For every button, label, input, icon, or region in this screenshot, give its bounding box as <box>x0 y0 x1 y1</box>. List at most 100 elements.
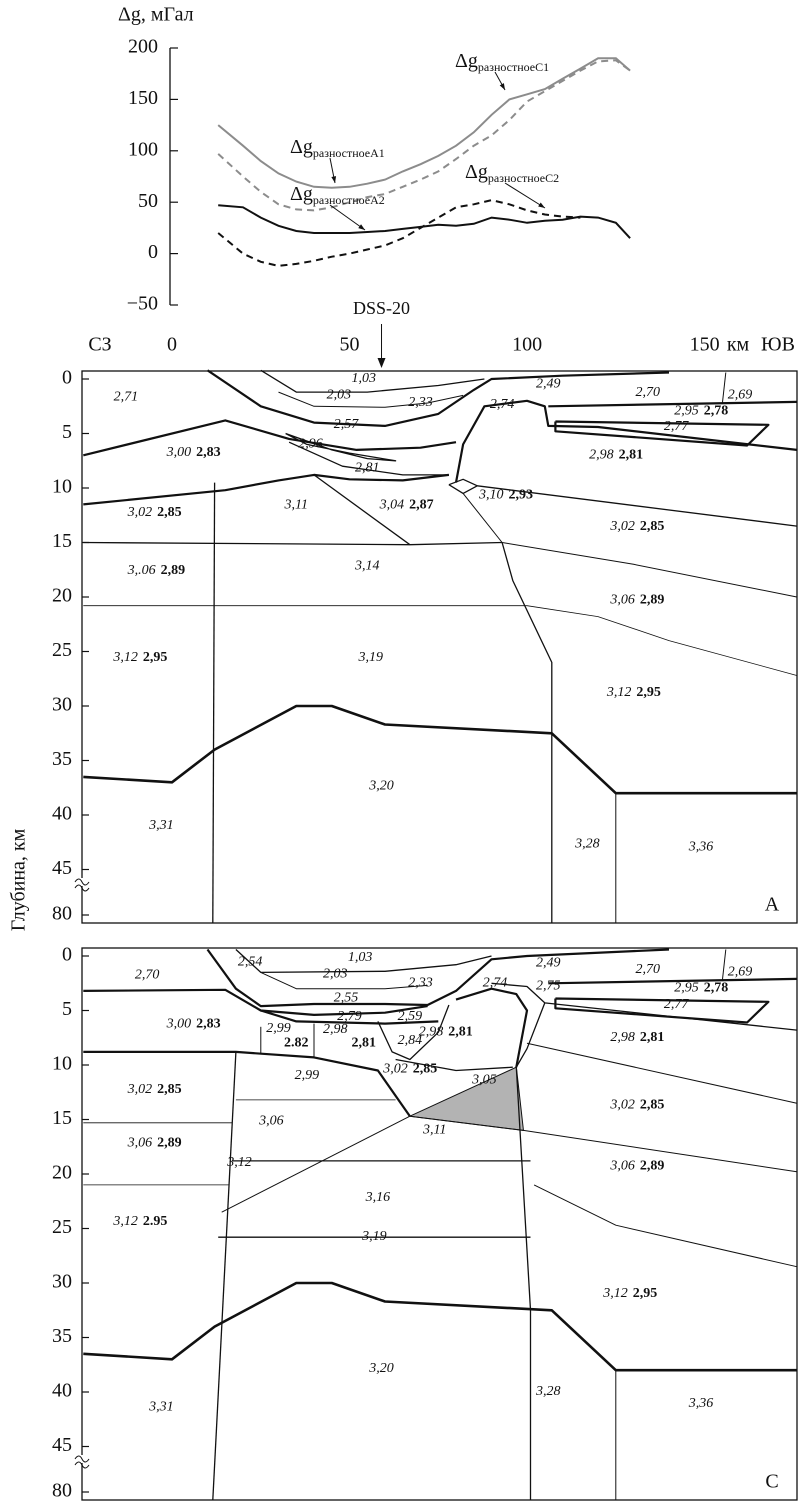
density-label: 2,99 <box>295 1068 320 1083</box>
depth-tick-label: 25 <box>52 1216 72 1238</box>
density-label: 3,062,89 <box>609 1159 664 1174</box>
density-value: 2,54 <box>238 955 263 970</box>
depth-axis-title: Глубина, км <box>8 828 30 931</box>
density-value: 3,12 <box>112 1214 137 1229</box>
density-value: 3,20 <box>368 1361 394 1376</box>
density-value: 3,36 <box>688 840 714 855</box>
density-value: 2,98 <box>323 1022 348 1037</box>
density-value: 2,99 <box>295 1068 320 1083</box>
density-label: 3,.062,89 <box>127 563 186 578</box>
boundary <box>502 543 797 598</box>
depth-tick-label: 0 <box>62 367 72 389</box>
density-value: 2,77 <box>664 997 690 1012</box>
density-bold: 2,89 <box>640 592 665 607</box>
boundary <box>555 999 768 1023</box>
density-value: 3,19 <box>358 650 384 665</box>
density-value: 3,14 <box>354 559 380 574</box>
density-label: 2,71 <box>114 390 139 405</box>
density-value: 2,71 <box>114 390 139 405</box>
density-label: 3,11 <box>422 1123 446 1138</box>
series-line <box>218 205 630 238</box>
density-label: 2,03 <box>327 388 352 403</box>
density-bold: 2,89 <box>161 563 186 578</box>
density-value: 2,96 <box>298 437 323 452</box>
y-tick-label: 200 <box>128 36 158 58</box>
depth-tick-label: 40 <box>52 803 72 825</box>
depth-tick-label: 45 <box>52 857 72 879</box>
annotation: DSS-20 <box>353 298 410 318</box>
density-bold: 2,85 <box>640 1098 665 1113</box>
density-label: 3,28 <box>574 837 600 852</box>
density-value: 3,12 <box>112 650 137 665</box>
density-label: 3,36 <box>688 1396 714 1411</box>
density-value: 2,03 <box>323 967 348 982</box>
density-value: 2,95 <box>674 404 699 419</box>
depth-tick-label: 30 <box>52 694 72 716</box>
density-label: 2,49 <box>536 956 561 971</box>
density-label: 2,49 <box>536 377 561 392</box>
density-value: 3,19 <box>361 1229 387 1244</box>
density-value: 2,49 <box>536 956 561 971</box>
density-label: 2,952,78 <box>674 981 728 996</box>
density-label: 3,20 <box>368 779 394 794</box>
depth-tick-label: 15 <box>52 530 72 552</box>
density-value: 3,12 <box>602 1286 628 1301</box>
density-bold: 2,81 <box>619 448 644 463</box>
density-value: 3,05 <box>471 1072 497 1087</box>
density-label: 2,03 <box>323 967 348 982</box>
density-value: 3,36 <box>688 1396 714 1411</box>
density-bold: 2,89 <box>640 1159 665 1174</box>
arrow-head <box>378 358 386 368</box>
boundary <box>213 1052 236 1500</box>
arrow-head <box>500 83 505 90</box>
x-unit: км <box>727 334 750 356</box>
depth-tick-label: 45 <box>52 1434 72 1456</box>
density-label: 2,69 <box>728 388 753 403</box>
density-label: 3,19 <box>358 650 384 665</box>
density-label: 2,59 <box>398 1009 423 1024</box>
density-value: 3,06 <box>127 1136 153 1151</box>
density-bold: 2,85 <box>413 1062 438 1077</box>
section-letter: А <box>765 894 780 916</box>
boundary <box>279 392 464 407</box>
depth-tick-label: 10 <box>52 476 72 498</box>
density-value: 3,28 <box>574 837 600 852</box>
x-left-label: СЗ <box>88 334 111 356</box>
density-value: 3,06 <box>609 592 635 607</box>
density-value: 1,03 <box>348 950 373 965</box>
density-label: 3,12 <box>226 1155 252 1170</box>
density-value: 2,99 <box>266 1021 291 1036</box>
series-name: Δg <box>290 183 313 205</box>
density-bold: 2,81 <box>351 1035 376 1050</box>
density-label: 3,11 <box>284 498 308 513</box>
density-label: 2,57 <box>334 417 360 432</box>
density-label: 3,31 <box>148 1399 174 1414</box>
y-axis-title: Δg, мГал <box>118 4 194 26</box>
boundary <box>83 706 797 793</box>
density-label: 3,122,95 <box>606 685 661 700</box>
depth-tick-label: 35 <box>52 748 72 770</box>
density-value: 3,02 <box>127 505 153 520</box>
x-tick-label: 100 <box>512 334 542 356</box>
density-value: 3,02 <box>609 519 635 534</box>
boundary <box>83 1283 797 1370</box>
density-value: 2,33 <box>408 395 433 410</box>
series-name: Δg <box>465 161 488 183</box>
density-label: 3,28 <box>535 1384 561 1399</box>
boundary <box>722 950 726 982</box>
density-value: 2,55 <box>334 991 359 1006</box>
y-tick-label: 100 <box>128 138 158 160</box>
density-bold: 2,93 <box>509 488 534 503</box>
density-value: 3,12 <box>226 1155 252 1170</box>
density-value: 2,70 <box>635 962 660 977</box>
density-label: 2,74 <box>483 975 508 990</box>
density-label: 3,06 <box>258 1114 284 1129</box>
series-subscript: разностноеC1 <box>478 60 549 74</box>
boundary <box>516 1067 530 1500</box>
section: 05101520253035404580С2,702,541,032,032,3… <box>52 944 797 1502</box>
density-bold: 2,95 <box>143 650 168 665</box>
density-label: 3,31 <box>148 818 174 833</box>
